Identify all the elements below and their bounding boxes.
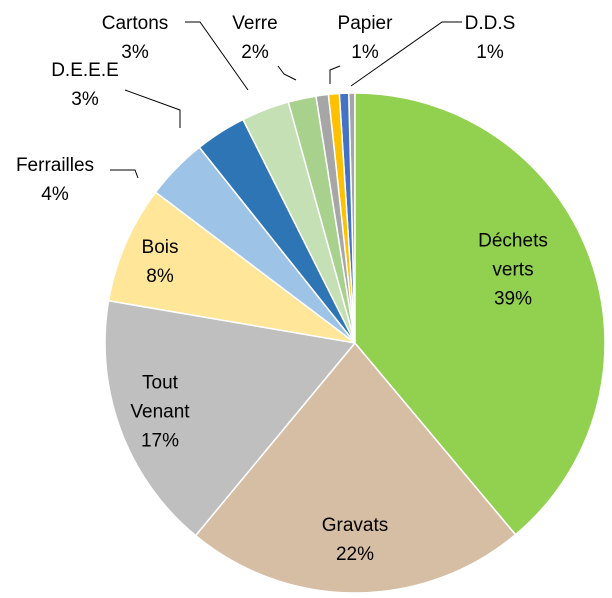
category-label: Ferrailles [15,155,95,176]
leader-lines [110,21,462,179]
slice-label: Cartons 3% [85,9,185,67]
category-label: Cartons [101,13,169,34]
leader-line [350,21,462,87]
slice-label: D.E.E.E 3% [35,56,135,114]
slice-label: D.D.S 1% [440,9,540,67]
slice-label: Ferrailles 4% [5,151,105,209]
value-label: 2% [241,42,269,63]
slice-label: Verre 2% [205,9,305,67]
value-label: 3% [71,89,99,110]
leader-line [329,65,341,84]
value-label: 1% [476,42,504,63]
category-label: Bois [141,237,179,258]
value-label: 3% [121,42,149,63]
pie-slice [104,299,357,537]
value-label: 8% [146,266,174,287]
value-label: 39% [493,288,533,310]
category-label: Tout Venant [130,372,190,423]
value-label: 1% [351,42,379,63]
category-label: Verre [232,13,278,34]
leader-line [110,169,139,179]
category-label: D.D.S [464,13,516,34]
category-label: Gravats [321,515,389,536]
category-label: D.E.E.E [51,60,119,81]
slice-label: Déchets verts 39% [463,227,563,314]
value-label: 22% [335,544,375,565]
value-label: 4% [41,184,69,205]
slice-label: Gravats 22% [305,511,405,569]
value-label: 17% [140,430,180,452]
pie-slice [354,92,606,536]
leader-line [185,21,249,91]
slice-label: Papier 1% [315,9,415,67]
leader-line [277,65,297,81]
pie-slice [194,341,517,594]
slice-label: Tout Venant 17% [120,369,200,456]
leader-line [124,89,181,128]
category-label: Déchets verts [478,230,548,281]
slice-label: Bois 8% [120,233,200,291]
pie-slice [107,191,356,344]
category-label: Papier [337,13,393,34]
